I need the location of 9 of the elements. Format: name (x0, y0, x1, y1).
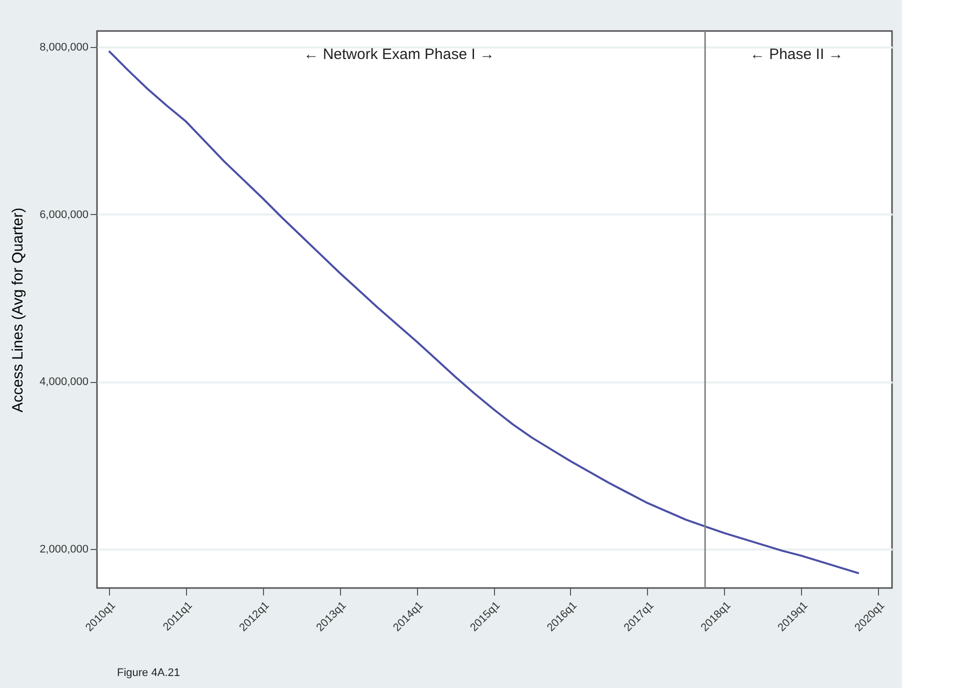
y-tick-label: 2,000,000 (40, 544, 88, 556)
caption: Figure 4A.21 (117, 667, 180, 679)
y-axis-title: Access Lines (Avg for Quarter) (10, 208, 27, 412)
annotation: ← Phase II → (750, 46, 844, 63)
annotation: ← Network Exam Phase I → (304, 46, 495, 63)
line-series (108, 50, 860, 574)
y-tick-label: 8,000,000 (40, 41, 88, 54)
y-tick-label: 4,000,000 (40, 376, 88, 388)
y-tick-label: 6,000,000 (40, 208, 88, 221)
